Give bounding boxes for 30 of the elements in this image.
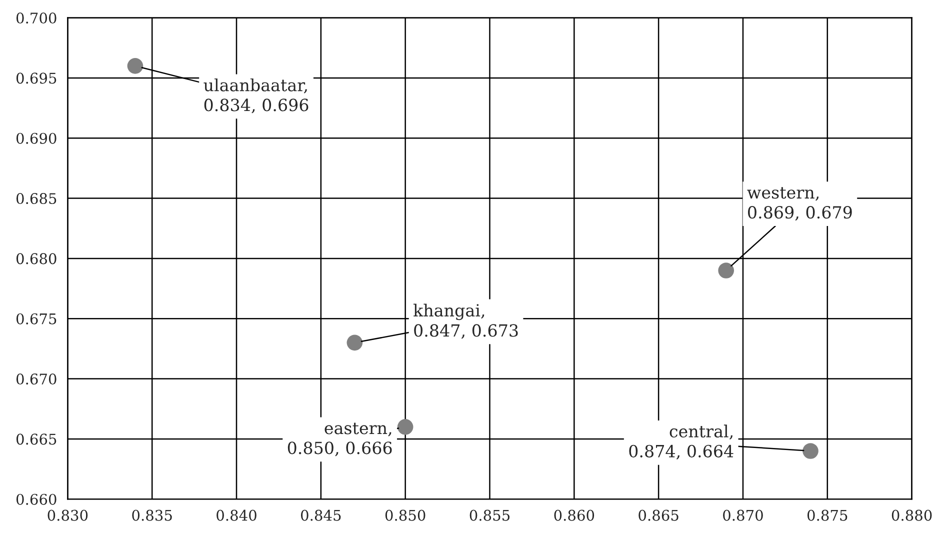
x-tick-label: 0.850 <box>385 510 426 521</box>
y-tick-label: 0.670 <box>16 374 56 385</box>
point <box>397 418 414 435</box>
x-tick-label: 0.845 <box>301 510 341 521</box>
annotation: western, 0.869, 0.679 <box>747 187 852 221</box>
x-tick-label: 0.860 <box>554 510 594 521</box>
x-tick-label: 0.840 <box>216 510 256 521</box>
y-tick-label: 0.700 <box>16 12 56 24</box>
x-tick-label: 0.870 <box>723 510 763 521</box>
annotation: ulaanbaatar, 0.834, 0.696 <box>204 78 308 114</box>
annotation: eastern, 0.850, 0.666 <box>288 422 392 456</box>
y-tick-label: 0.695 <box>16 72 56 84</box>
y-tick-label: 0.665 <box>16 434 56 445</box>
x-tick-label: 0.830 <box>48 510 88 521</box>
y-tick-label: 0.680 <box>16 253 56 264</box>
y-tick-label: 0.675 <box>16 313 56 324</box>
x-tick-label: 0.875 <box>807 510 848 521</box>
x-tick-label: 0.855 <box>470 510 510 521</box>
annotation: khangai, 0.847, 0.673 <box>413 304 518 339</box>
point <box>346 334 363 351</box>
y-tick-label: 0.685 <box>16 193 56 204</box>
annotation: central, 0.874, 0.664 <box>629 424 734 460</box>
y-tick-label: 0.660 <box>16 494 56 505</box>
point <box>802 443 818 459</box>
point <box>718 262 734 278</box>
y-tick-label: 0.690 <box>16 132 56 144</box>
x-tick-label: 0.865 <box>638 510 678 521</box>
x-tick-label: 0.835 <box>132 510 172 521</box>
point <box>127 58 144 74</box>
x-tick-label: 0.880 <box>892 510 932 521</box>
